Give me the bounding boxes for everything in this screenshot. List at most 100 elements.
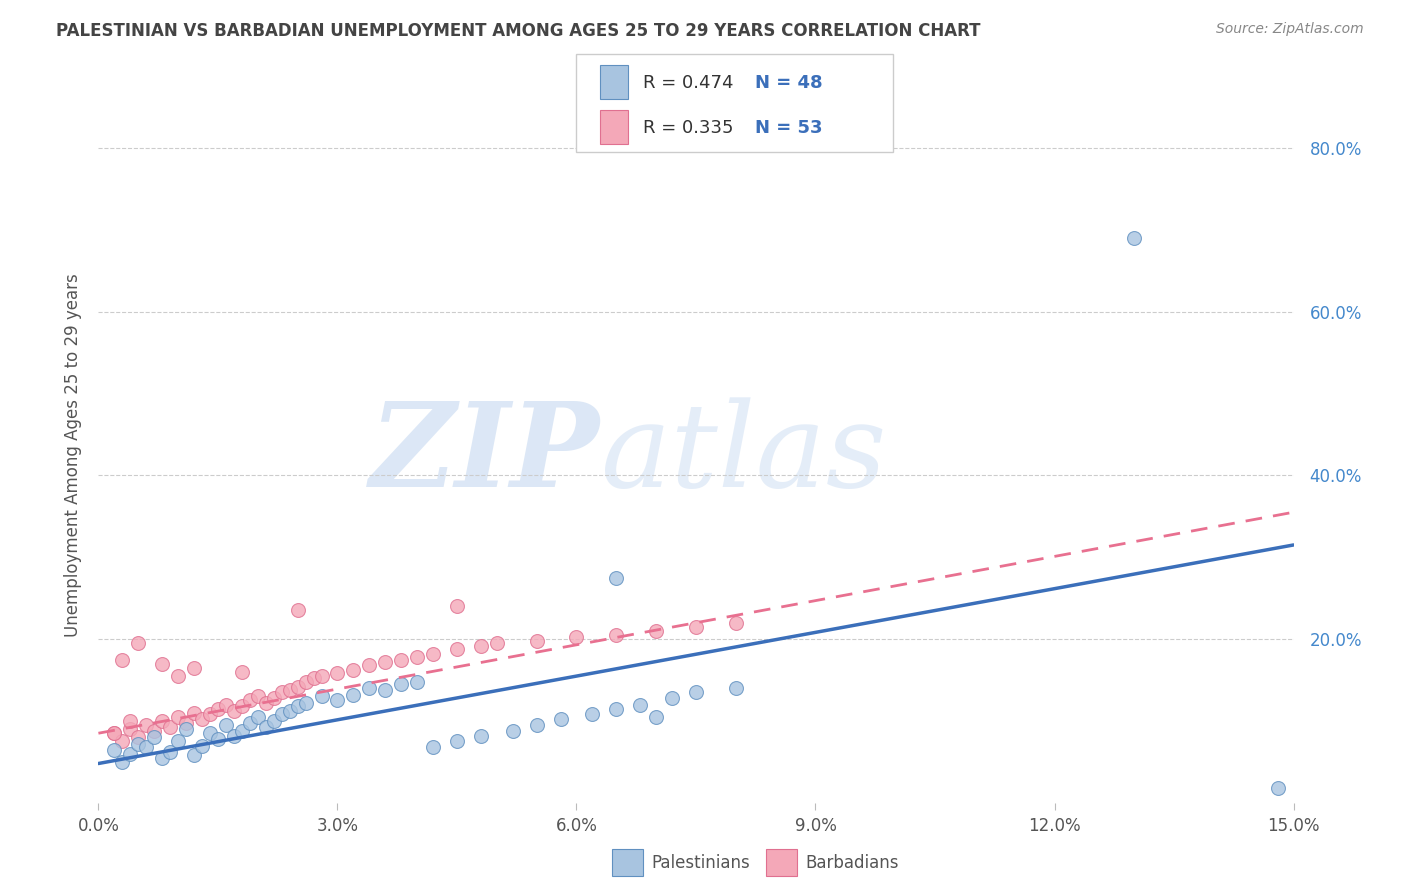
Point	[685, 685, 707, 699]
Point	[287, 603, 309, 617]
Point	[270, 685, 292, 699]
Point	[294, 674, 316, 689]
Point	[389, 677, 412, 691]
Point	[685, 620, 707, 634]
Point	[294, 696, 316, 710]
Point	[628, 698, 651, 712]
Point	[207, 731, 229, 746]
Point	[150, 714, 173, 728]
Point	[127, 731, 149, 745]
Point	[111, 652, 134, 666]
Point	[446, 734, 468, 748]
Text: Palestinians: Palestinians	[651, 854, 749, 871]
Point	[246, 690, 269, 704]
Point	[222, 729, 245, 743]
Point	[167, 734, 190, 748]
Point	[326, 693, 349, 707]
Point	[222, 704, 245, 718]
Point	[470, 729, 492, 743]
Point	[645, 710, 668, 724]
Point	[111, 755, 134, 769]
Point	[150, 657, 173, 671]
Point	[1267, 780, 1289, 795]
Point	[263, 691, 285, 706]
Point	[278, 704, 301, 718]
Point	[254, 721, 277, 735]
Point	[191, 712, 214, 726]
Point	[581, 707, 603, 722]
Point	[135, 740, 157, 755]
Point	[724, 681, 747, 696]
Point	[120, 722, 142, 736]
Point	[215, 718, 238, 732]
Text: Barbadians: Barbadians	[806, 854, 900, 871]
Point	[198, 707, 221, 722]
Point	[111, 734, 134, 748]
Point	[239, 715, 262, 730]
Point	[502, 723, 524, 738]
Point	[135, 718, 157, 732]
Text: N = 53: N = 53	[755, 119, 823, 136]
Point	[159, 745, 181, 759]
Point	[198, 726, 221, 740]
Point	[422, 647, 444, 661]
Point	[215, 698, 238, 712]
Point	[143, 731, 166, 745]
Point	[526, 633, 548, 648]
Point	[103, 742, 125, 756]
Point	[287, 680, 309, 694]
Point	[278, 682, 301, 697]
Point	[167, 669, 190, 683]
Point	[231, 665, 253, 679]
Point	[143, 723, 166, 738]
Point	[406, 650, 429, 665]
Point	[485, 636, 508, 650]
Point	[359, 681, 381, 696]
Point	[150, 751, 173, 765]
Text: ZIP: ZIP	[370, 398, 600, 512]
Point	[183, 706, 205, 720]
Point	[406, 674, 429, 689]
Point	[1123, 231, 1146, 245]
Point	[246, 710, 269, 724]
Point	[103, 726, 125, 740]
Point	[446, 641, 468, 656]
Point	[239, 693, 262, 707]
Point	[270, 707, 292, 722]
Point	[287, 699, 309, 714]
Point	[302, 672, 325, 686]
Point	[167, 710, 190, 724]
Point	[605, 571, 627, 585]
Point	[183, 661, 205, 675]
Point	[174, 722, 197, 736]
Point	[326, 666, 349, 681]
Point	[263, 714, 285, 728]
Point	[374, 682, 396, 697]
Point	[174, 715, 197, 730]
Text: PALESTINIAN VS BARBADIAN UNEMPLOYMENT AMONG AGES 25 TO 29 YEARS CORRELATION CHAR: PALESTINIAN VS BARBADIAN UNEMPLOYMENT AM…	[56, 22, 981, 40]
Point	[605, 701, 627, 715]
Point	[359, 658, 381, 673]
Point	[446, 599, 468, 614]
Point	[526, 718, 548, 732]
Point	[645, 624, 668, 638]
Point	[470, 639, 492, 653]
Point	[120, 714, 142, 728]
Text: R = 0.474: R = 0.474	[643, 74, 733, 92]
Point	[311, 690, 333, 704]
Point	[127, 636, 149, 650]
Point	[191, 739, 214, 753]
Point	[724, 615, 747, 630]
Point	[103, 726, 125, 740]
Point	[231, 699, 253, 714]
Point	[605, 628, 627, 642]
Text: Source: ZipAtlas.com: Source: ZipAtlas.com	[1216, 22, 1364, 37]
Point	[231, 723, 253, 738]
Text: atlas: atlas	[600, 398, 887, 512]
Point	[661, 691, 683, 706]
Point	[311, 669, 333, 683]
Point	[159, 721, 181, 735]
Point	[374, 655, 396, 669]
Y-axis label: Unemployment Among Ages 25 to 29 years: Unemployment Among Ages 25 to 29 years	[63, 273, 82, 637]
Point	[183, 748, 205, 763]
